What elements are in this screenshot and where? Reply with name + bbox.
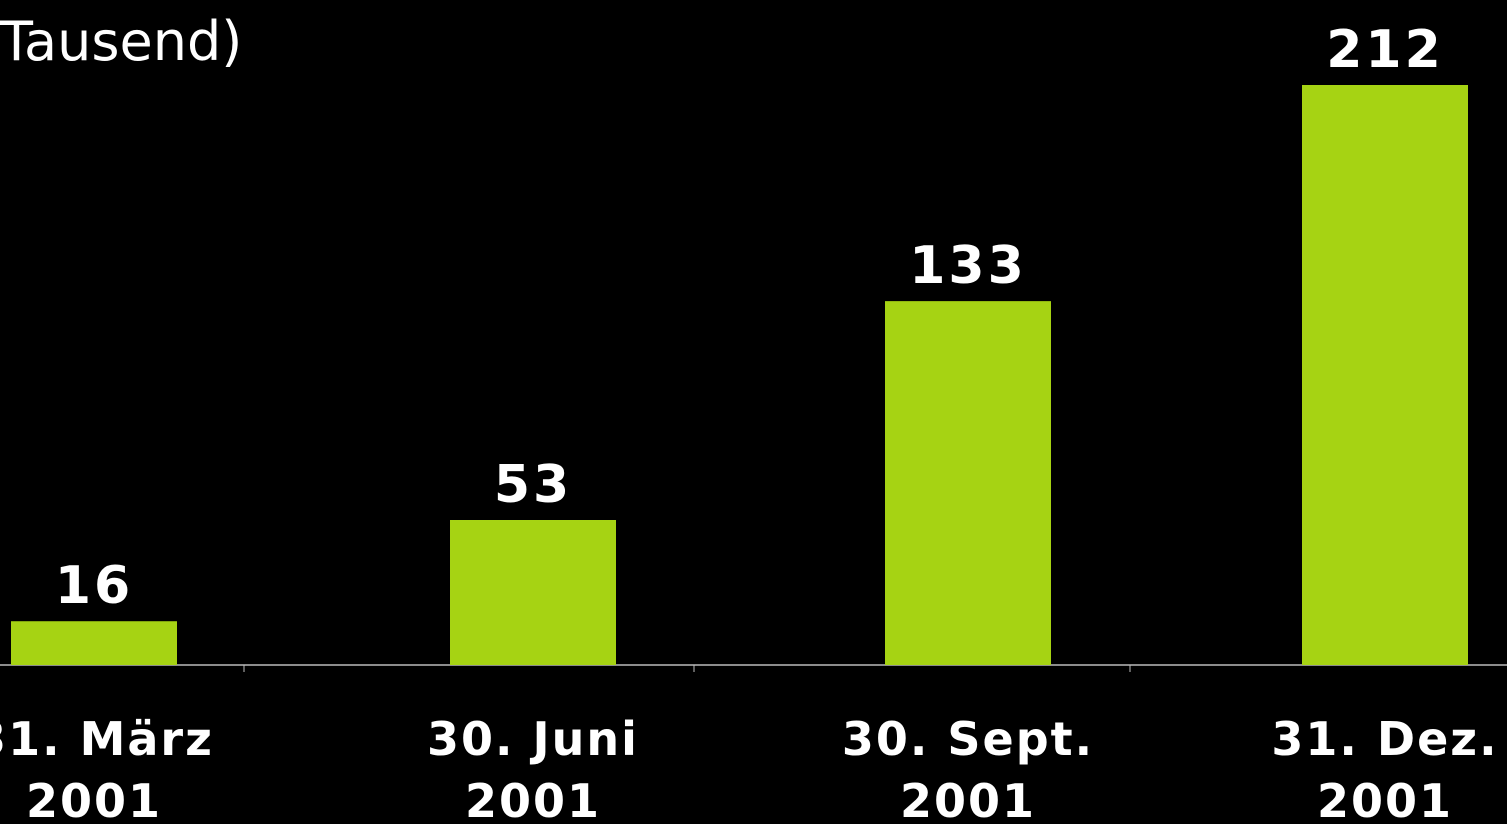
chart-title: Tausend): [0, 10, 242, 73]
bar: [11, 621, 177, 665]
bar: [450, 520, 616, 665]
x-tick-label: 2001: [1317, 774, 1453, 824]
value-label: 212: [1326, 20, 1444, 80]
x-tick-label: 2001: [900, 774, 1036, 824]
bar: [1302, 85, 1468, 665]
bar: [885, 301, 1051, 665]
value-label: 133: [909, 236, 1027, 296]
x-tick-label: 30. Sept.: [842, 712, 1094, 766]
x-tick-label: 2001: [26, 774, 162, 824]
x-tick-label: 2001: [465, 774, 601, 824]
x-tick-label: 30. Juni: [427, 712, 639, 766]
value-label: 53: [494, 455, 572, 515]
x-tick-label: 31. Dez.: [1271, 712, 1498, 766]
x-tick-label: 31. März: [0, 712, 214, 766]
value-label: 16: [55, 556, 133, 616]
